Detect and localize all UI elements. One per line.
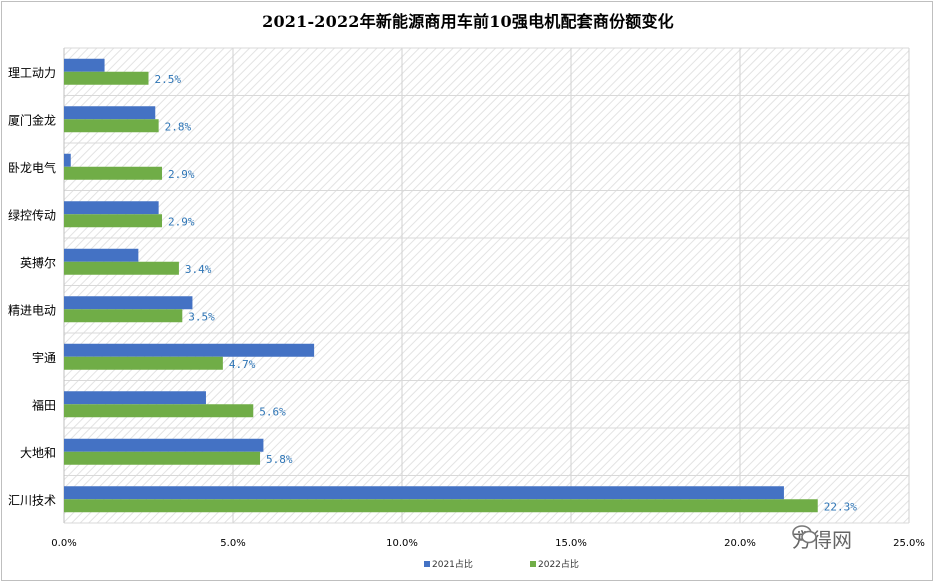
legend-swatch	[424, 561, 430, 567]
bar-2021	[64, 296, 193, 310]
category-label: 精进电动	[8, 303, 56, 317]
bar-2021	[64, 343, 315, 357]
bar-2022	[64, 356, 223, 370]
category-label: 英搏尔	[20, 255, 56, 270]
data-label-2022: 2.9%	[168, 168, 195, 181]
x-tick-label: 15.0%	[555, 538, 587, 549]
x-tick-label: 20.0%	[724, 538, 756, 549]
category-label: 厦门金龙	[8, 112, 56, 127]
chart-title: 2021-2022年新能源商用车前10强电机配套商份额变化	[262, 12, 674, 31]
data-label-2022: 2.9%	[168, 215, 195, 228]
category-label: 绿控传动	[8, 207, 56, 222]
data-label-2022: 5.8%	[266, 453, 293, 466]
bar-2021	[64, 106, 156, 120]
bar-2021	[64, 438, 264, 452]
x-tick-label: 0.0%	[51, 538, 76, 549]
bar-2021	[64, 391, 206, 405]
category-label: 福田	[32, 397, 56, 412]
bar-2021	[64, 201, 159, 215]
bar-2022	[64, 71, 149, 85]
data-label-2022: 22.3%	[824, 500, 857, 513]
bar-2021	[64, 486, 784, 500]
bar-2021	[64, 153, 71, 167]
wechat-icon	[792, 525, 817, 544]
bar-2022	[64, 119, 159, 133]
bar-2022	[64, 404, 254, 418]
data-label-2022: 3.4%	[185, 263, 212, 276]
watermark: 方得网	[792, 524, 852, 553]
bar-2022	[64, 166, 163, 180]
x-tick-label: 25.0%	[893, 538, 925, 549]
data-label-2022: 5.6%	[259, 405, 286, 418]
bar-2022	[64, 261, 179, 275]
bar-2022	[64, 309, 183, 323]
category-label: 汇川技术	[8, 493, 56, 507]
bar-2022	[64, 451, 261, 465]
category-label: 宇通	[32, 351, 56, 365]
data-label-2022: 2.5%	[155, 73, 182, 86]
bar-2021	[64, 248, 139, 262]
category-label: 理工动力	[8, 66, 56, 80]
x-tick-label: 5.0%	[220, 538, 245, 549]
bar-2021	[64, 58, 105, 72]
legend-label: 2022占比	[538, 558, 579, 570]
bar-2022	[64, 214, 163, 228]
bar-2022	[64, 499, 818, 513]
category-label: 卧龙电气	[8, 160, 56, 175]
data-label-2022: 4.7%	[229, 358, 256, 371]
legend-swatch	[530, 561, 536, 567]
data-label-2022: 3.5%	[188, 310, 215, 323]
legend-label: 2021占比	[432, 558, 473, 570]
category-label: 大地和	[20, 446, 56, 460]
x-tick-label: 10.0%	[386, 538, 418, 549]
data-label-2022: 2.8%	[165, 120, 192, 133]
